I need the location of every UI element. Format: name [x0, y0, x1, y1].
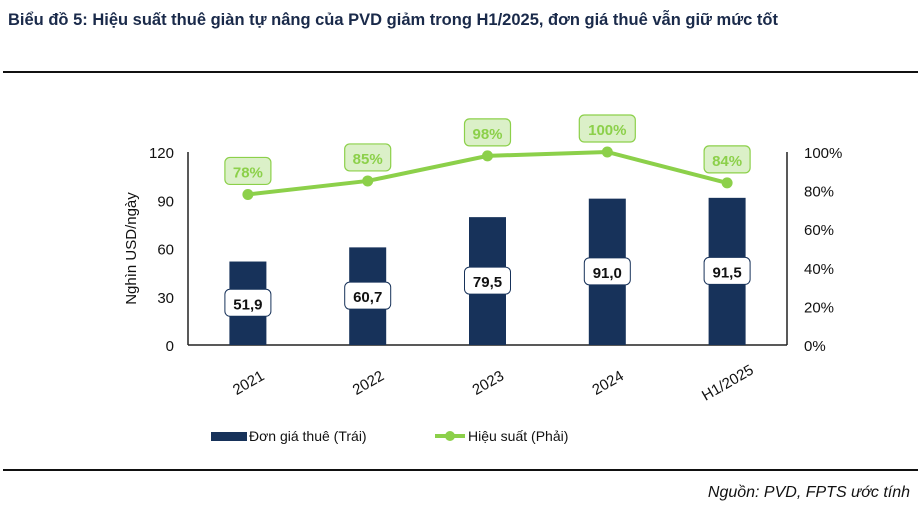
bar-data-label: 51,9 — [233, 296, 262, 313]
bar-label-box — [344, 281, 392, 310]
right-tick-label: 0% — [804, 338, 826, 355]
line-point — [721, 177, 733, 189]
bar-label-box — [224, 288, 272, 317]
line-point — [601, 146, 613, 158]
left-tick-label: 60 — [157, 242, 174, 259]
line-point — [362, 175, 374, 187]
source-note: Nguồn: PVD, FPTS ước tính — [707, 484, 910, 501]
x-tick-label: H1/2025 — [699, 362, 757, 405]
x-tick-label: 2023 — [470, 367, 507, 398]
right-tick-label: 60% — [804, 222, 834, 239]
x-tick-label: 2021 — [230, 367, 267, 398]
line-label-box — [463, 118, 512, 147]
line-data-label: 85% — [353, 151, 383, 168]
line-label-box — [703, 145, 751, 174]
right-tick-label: 80% — [804, 184, 834, 201]
legend-bar-label: Đơn giá thuê (Trái) — [249, 428, 367, 444]
line-data-label: 100% — [588, 122, 626, 139]
right-tick-label: 100% — [804, 145, 842, 162]
legend-line: Hiệu suất (Phải) — [435, 428, 568, 444]
bar-data-label: 79,5 — [473, 274, 502, 291]
left-tick-label: 30 — [157, 290, 174, 307]
line-data-label: 98% — [472, 126, 502, 143]
line-label-box — [578, 114, 636, 143]
legend-line-swatch — [435, 431, 465, 441]
bar-data-label: 91,0 — [593, 265, 622, 282]
left-tick-label: 90 — [157, 193, 174, 210]
legend-line-label: Hiệu suất (Phải) — [468, 428, 569, 444]
right-tick-label: 40% — [804, 261, 834, 278]
legend-bar: Đơn giá thuê (Trái) — [211, 428, 367, 444]
line-label-box — [224, 156, 272, 186]
right-tick-label: 20% — [804, 299, 834, 316]
left-tick-label: 0 — [166, 338, 174, 355]
bar-data-label: 60,7 — [353, 289, 382, 306]
line-point — [482, 150, 493, 162]
x-tick-label: 2022 — [350, 367, 387, 398]
chart-title: Biểu đồ 5: Hiệu suất thuê giàn tự nâng c… — [8, 11, 779, 29]
title-divider — [3, 71, 918, 73]
line-data-label: 84% — [712, 153, 742, 170]
bar-label-box — [464, 266, 511, 295]
y-axis-label: Nghìn USD/ngày — [123, 192, 140, 305]
line-point — [242, 188, 254, 200]
left-tick-label: 120 — [149, 145, 174, 162]
bar-label-box — [583, 257, 631, 286]
line-label-box — [344, 143, 392, 172]
x-tick-label: 2024 — [589, 367, 626, 398]
footer-divider — [3, 469, 918, 471]
bar-data-label: 91,5 — [712, 264, 741, 281]
line-data-label: 78% — [233, 164, 263, 181]
bar-label-box — [703, 256, 751, 285]
legend-bar-swatch — [211, 431, 247, 441]
